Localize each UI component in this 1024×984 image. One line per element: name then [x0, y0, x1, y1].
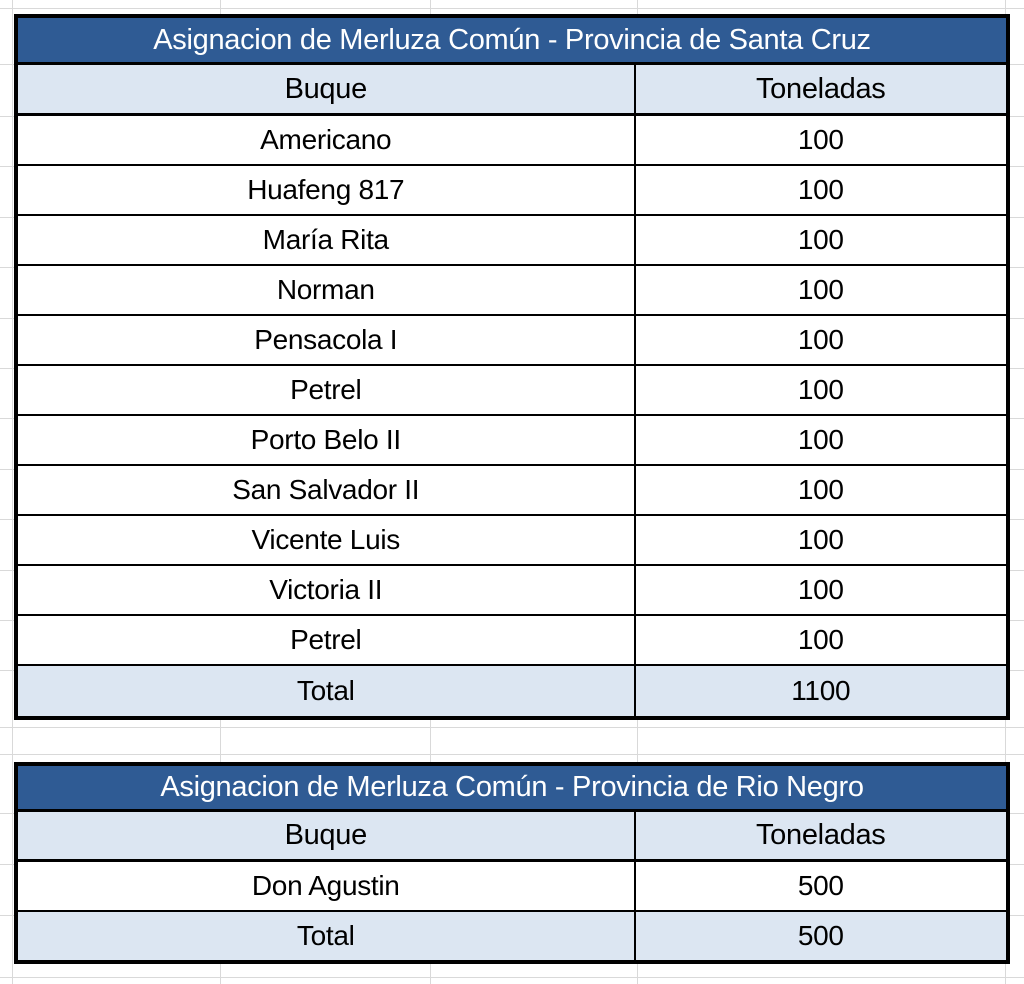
table-row: Porto Belo II 100 — [18, 416, 1006, 466]
table-row: Vicente Luis 100 — [18, 516, 1006, 566]
cell-buque[interactable]: Porto Belo II — [18, 416, 636, 464]
cell-buque[interactable]: Pensacola I — [18, 316, 636, 364]
table-title: Asignacion de Merluza Común - Provincia … — [18, 766, 1006, 812]
rio-negro-table: Asignacion de Merluza Común - Provincia … — [14, 762, 1010, 964]
cell-buque[interactable]: Vicente Luis — [18, 516, 636, 564]
grid-line-horizontal — [0, 977, 1024, 978]
table-row: Pensacola I 100 — [18, 316, 1006, 366]
table-row: Norman 100 — [18, 266, 1006, 316]
cell-buque[interactable]: Huafeng 817 — [18, 166, 636, 214]
column-header-toneladas[interactable]: Toneladas — [755, 72, 886, 105]
table-header-row: Buque Toneladas — [18, 812, 1006, 862]
cell-toneladas[interactable]: 100 — [797, 174, 844, 205]
cell-buque[interactable]: Norman — [18, 266, 636, 314]
column-header-buque[interactable]: Buque — [18, 812, 636, 859]
total-value-cell[interactable]: 500 — [797, 920, 844, 951]
cell-toneladas[interactable]: 100 — [797, 424, 844, 455]
cell-toneladas[interactable]: 100 — [797, 574, 844, 605]
grid-line-horizontal — [0, 727, 1024, 728]
grid-line-vertical — [12, 0, 13, 984]
santa-cruz-table: Asignacion de Merluza Común - Provincia … — [14, 14, 1010, 720]
table-row: Petrel 100 — [18, 366, 1006, 416]
total-value-cell[interactable]: 1100 — [791, 675, 851, 706]
table-row: San Salvador II 100 — [18, 466, 1006, 516]
cell-buque[interactable]: Petrel — [18, 616, 636, 664]
grid-line-horizontal — [0, 754, 1024, 755]
cell-buque[interactable]: Don Agustin — [18, 862, 636, 910]
table-row: Victoria II 100 — [18, 566, 1006, 616]
grid-line-horizontal — [0, 8, 1024, 9]
cell-buque[interactable]: Victoria II — [18, 566, 636, 614]
cell-toneladas[interactable]: 500 — [797, 870, 844, 901]
total-label-cell[interactable]: Total — [18, 666, 636, 716]
cell-toneladas[interactable]: 100 — [797, 474, 844, 505]
cell-toneladas[interactable]: 100 — [797, 224, 844, 255]
cell-buque[interactable]: Petrel — [18, 366, 636, 414]
table-row: María Rita 100 — [18, 216, 1006, 266]
total-row: Total 1100 — [18, 666, 1006, 716]
table-title: Asignacion de Merluza Común - Provincia … — [18, 18, 1006, 65]
cell-toneladas[interactable]: 100 — [797, 374, 844, 405]
table-header-row: Buque Toneladas — [18, 65, 1006, 116]
cell-buque[interactable]: Americano — [18, 116, 636, 164]
cell-toneladas[interactable]: 100 — [797, 274, 844, 305]
cell-toneladas[interactable]: 100 — [797, 324, 844, 355]
table-row: Petrel 100 — [18, 616, 1006, 666]
cell-buque[interactable]: María Rita — [18, 216, 636, 264]
cell-toneladas[interactable]: 100 — [797, 524, 844, 555]
table-row: Americano 100 — [18, 116, 1006, 166]
total-label-cell[interactable]: Total — [18, 912, 636, 960]
table-row: Huafeng 817 100 — [18, 166, 1006, 216]
table-row: Don Agustin 500 — [18, 862, 1006, 912]
cell-toneladas[interactable]: 100 — [797, 624, 844, 655]
total-row: Total 500 — [18, 912, 1006, 960]
cell-toneladas[interactable]: 100 — [797, 124, 844, 155]
column-header-toneladas[interactable]: Toneladas — [755, 819, 886, 851]
column-header-buque[interactable]: Buque — [18, 65, 636, 113]
cell-buque[interactable]: San Salvador II — [18, 466, 636, 514]
